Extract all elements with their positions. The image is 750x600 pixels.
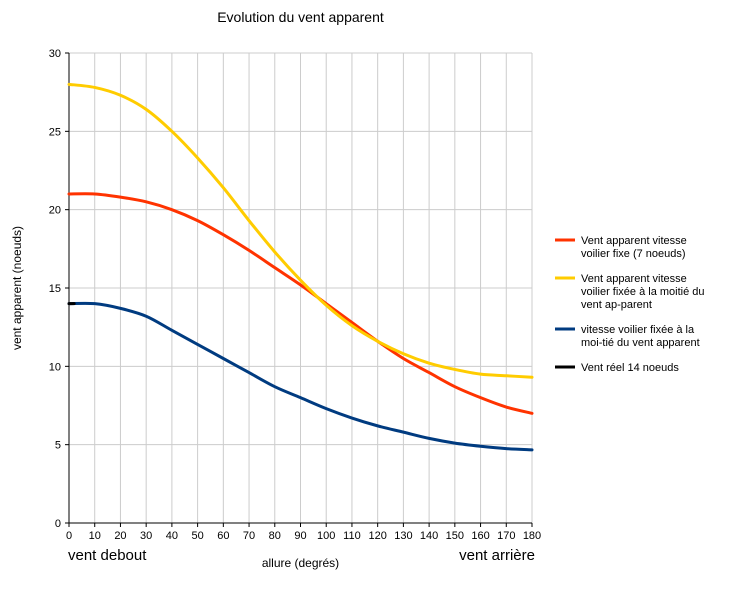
x-tick: 170 xyxy=(497,530,515,542)
legend-label-black: Vent réel 14 noeuds xyxy=(581,362,679,374)
y-tick: 10 xyxy=(49,361,61,373)
x-tick: 120 xyxy=(368,530,386,542)
x-tick: 140 xyxy=(420,530,438,542)
x-tick: 100 xyxy=(317,530,335,542)
y-axis-title: vent apparent (noeuds) xyxy=(10,226,24,350)
annotation-vent-arriere: vent arrière xyxy=(459,547,535,564)
x-tick: 80 xyxy=(269,530,281,542)
x-tick: 10 xyxy=(89,530,101,542)
annotation-vent-debout: vent debout xyxy=(68,547,147,564)
chart-title: Evolution du vent apparent xyxy=(217,9,384,25)
x-axis-title: allure (degrés) xyxy=(262,556,339,570)
x-tick: 60 xyxy=(217,530,229,542)
legend-label-blue: vitesse voilier fixée à lamoi-tié du ven… xyxy=(581,324,700,349)
apparent-wind-chart: Evolution du vent apparent allure (degré… xyxy=(0,0,750,600)
x-tick: 160 xyxy=(471,530,489,542)
x-tick: 70 xyxy=(243,530,255,542)
y-tick: 0 xyxy=(55,518,61,530)
x-tick: 180 xyxy=(523,530,541,542)
x-tick: 150 xyxy=(446,530,464,542)
y-tick: 30 xyxy=(49,48,61,60)
x-tick: 90 xyxy=(294,530,306,542)
x-tick: 0 xyxy=(66,530,72,542)
x-tick: 130 xyxy=(394,530,412,542)
legend-label-red: Vent apparent vitessevoilier fixe (7 noe… xyxy=(581,235,687,260)
y-tick: 5 xyxy=(55,440,61,452)
x-tick: 30 xyxy=(140,530,152,542)
x-tick: 20 xyxy=(114,530,126,542)
x-tick: 110 xyxy=(343,530,361,542)
y-tick: 25 xyxy=(49,126,61,138)
x-tick: 50 xyxy=(191,530,203,542)
y-tick: 20 xyxy=(49,205,61,217)
x-tick: 40 xyxy=(166,530,178,542)
y-tick: 15 xyxy=(49,283,61,295)
